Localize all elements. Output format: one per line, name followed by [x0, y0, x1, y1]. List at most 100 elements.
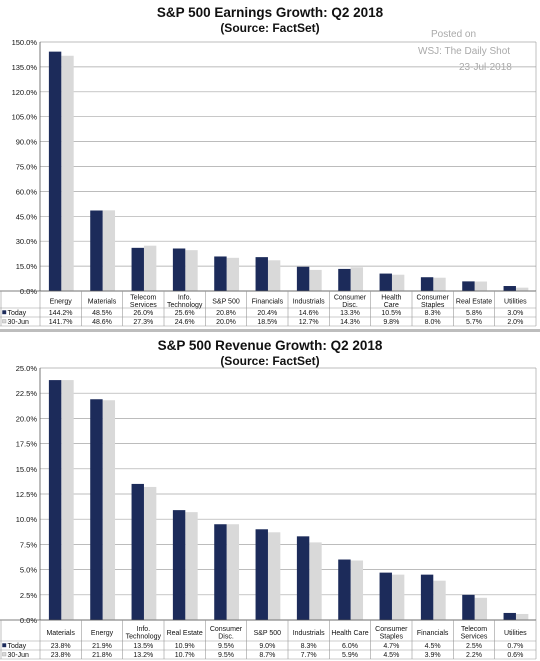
legend-label: 30-Jun	[8, 652, 30, 659]
y-tick-label: 7.5%	[20, 540, 37, 549]
y-tick-label: 15.0%	[16, 262, 38, 271]
data-label: 25.6%	[175, 310, 195, 317]
legend-key	[2, 643, 7, 648]
y-tick-label: 5.0%	[20, 566, 37, 575]
x-tick-label: Telecom Services	[461, 626, 488, 641]
y-tick-label: 120.0%	[12, 88, 38, 97]
data-label: 48.6%	[92, 319, 112, 326]
x-tick-label: Industrials	[293, 630, 325, 637]
y-tick-label: 30.0%	[16, 237, 38, 246]
data-label: 8.0%	[425, 319, 441, 326]
x-tick-label: Utilities	[504, 299, 527, 306]
data-label: 20.8%	[216, 310, 236, 317]
bar-prior	[474, 597, 488, 620]
x-tick-label: Financials	[417, 630, 449, 637]
bar-prior	[433, 580, 446, 620]
legend-key	[2, 319, 7, 324]
bar-prior	[102, 400, 116, 620]
earnings-plot: 0.0% 15.0% 30.0% 45.0% 60.0% 75.0% 90.0% 105.0%…	[0, 38, 537, 327]
bar-prior	[350, 267, 364, 291]
x-tick-label: S&P 500	[212, 299, 240, 306]
bar-prior	[267, 260, 281, 291]
data-label: 18.5%	[257, 319, 277, 326]
data-label: 9.0%	[259, 643, 275, 650]
bar-today	[172, 510, 186, 620]
x-tick-label: Financials	[252, 299, 284, 306]
data-label: 8.3%	[425, 310, 441, 317]
y-tick-label: 10.0%	[16, 515, 38, 524]
data-label: 0.6%	[507, 652, 523, 659]
panel-divider	[0, 329, 540, 332]
y-tick-label: 12.5%	[16, 490, 38, 499]
bar-today	[420, 277, 434, 291]
x-tick-label: Industrials	[293, 299, 325, 306]
watermark-date: 23-Jul-2018	[459, 62, 512, 73]
bar-prior	[185, 512, 198, 620]
bar-today	[214, 524, 227, 620]
data-label: 13.2%	[133, 652, 153, 659]
y-tick-label: 22.5%	[16, 389, 38, 398]
bar-today	[296, 266, 310, 291]
x-tick-label: Telecom Services	[130, 295, 157, 310]
x-tick-label: Materials	[46, 630, 75, 637]
bar-today	[90, 399, 103, 620]
data-label: 4.7%	[383, 643, 399, 650]
data-label: 10.7%	[175, 652, 195, 659]
earnings-growth-chart: S&P 500 Earnings Growth: Q2 2018 (Source…	[0, 0, 540, 328]
data-label: 5.7%	[466, 319, 482, 326]
y-tick-label: 75.0%	[16, 163, 38, 172]
chart-title: S&P 500 Revenue Growth: Q2 2018	[157, 338, 383, 353]
x-tick-label: Real Estate	[456, 299, 492, 306]
bar-prior	[515, 613, 529, 620]
data-label: 9.5%	[218, 652, 234, 659]
x-tick-label: Energy	[50, 299, 73, 306]
data-label: 23.8%	[51, 643, 71, 650]
bar-today	[503, 612, 516, 620]
x-tick-label: Health Care	[331, 630, 368, 637]
bar-today	[131, 247, 144, 291]
bar-today	[48, 51, 62, 292]
bar-prior	[515, 287, 529, 291]
bar-today	[296, 536, 310, 620]
bar-prior	[102, 210, 116, 291]
data-label: 10.9%	[175, 643, 195, 650]
data-label: 7.7%	[301, 652, 317, 659]
y-tick-label: 0.0%	[20, 287, 37, 296]
x-tick-label: Health Care	[381, 295, 401, 310]
y-tick-label: 2.5%	[20, 591, 37, 600]
data-label: 48.5%	[92, 310, 112, 317]
bar-today	[48, 380, 62, 620]
x-tick-label: Materials	[88, 299, 117, 306]
data-label: 13.5%	[133, 643, 153, 650]
bar-prior	[61, 55, 74, 291]
bar-today	[338, 268, 351, 291]
data-label: 4.5%	[383, 652, 399, 659]
data-label: 2.0%	[507, 319, 523, 326]
x-tick-label: Consumer Staples	[417, 295, 450, 310]
x-tick-label: Consumer Disc.	[334, 295, 367, 310]
bar-today	[462, 281, 475, 291]
revenue-plot: 0.0% 2.5% 5.0% 7.5% 10.0% 12.5% 15.0% 17.5% 20.0…	[0, 364, 537, 660]
bar-prior	[267, 532, 281, 620]
revenue-growth-chart: S&P 500 Revenue Growth: Q2 2018 (Source:…	[0, 333, 540, 661]
bar-prior	[474, 281, 488, 291]
watermark-posted-on: Posted on	[431, 29, 477, 40]
data-label: 6.0%	[342, 643, 358, 650]
x-tick-label: Info. Technology	[126, 626, 162, 641]
data-label: 141.7%	[49, 319, 73, 326]
data-label: 144.2%	[49, 310, 73, 317]
y-tick-label: 60.0%	[16, 187, 38, 196]
y-tick-label: 90.0%	[16, 138, 38, 147]
bar-prior	[433, 277, 446, 291]
data-label: 12.7%	[299, 319, 319, 326]
legend-key	[2, 310, 7, 315]
data-label: 14.6%	[299, 310, 319, 317]
x-tick-label: Utilities	[504, 630, 527, 637]
watermark-source: WSJ: The Daily Shot	[418, 46, 511, 57]
bar-prior	[391, 274, 405, 291]
x-tick-label: Real Estate	[167, 630, 203, 637]
y-tick-label: 45.0%	[16, 212, 38, 221]
bar-today	[379, 572, 392, 620]
bar-today	[131, 483, 144, 620]
x-tick-label: Consumer Staples	[375, 626, 408, 641]
